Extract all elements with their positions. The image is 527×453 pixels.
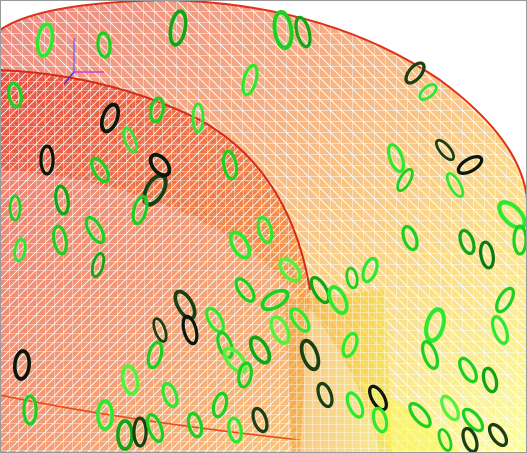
ring-icon: [12, 349, 32, 381]
ring-icon: [7, 81, 23, 109]
ring-icon: [146, 340, 164, 370]
ring-icon: [211, 391, 229, 419]
ring-icon: [186, 411, 204, 439]
ring-icon: [424, 307, 446, 343]
ring-icon: [396, 167, 414, 193]
ring-icon: [278, 257, 302, 283]
ring-icon: [269, 315, 291, 345]
ring-icon: [461, 407, 485, 433]
ring-icon: [149, 96, 165, 124]
ring-icon: [221, 149, 239, 181]
ring-icon: [22, 394, 38, 426]
ring-icon: [316, 381, 334, 409]
ring-icon: [435, 138, 455, 162]
ring-icon: [152, 317, 168, 343]
ring-icon: [294, 15, 312, 49]
ring-icon: [368, 384, 388, 412]
ring-icon: [54, 184, 70, 216]
ring-icon: [35, 22, 55, 58]
ring-icon: [345, 391, 365, 419]
ring-icon: [440, 394, 460, 422]
ring-icon: [458, 356, 478, 384]
ring-icon: [241, 63, 259, 97]
ring-icon: [116, 419, 134, 451]
ring-icon: [437, 428, 453, 452]
ring-icon: [345, 266, 359, 290]
ring-icon: [487, 422, 509, 448]
ring-icon: [260, 288, 290, 312]
ring-icon: [191, 102, 205, 134]
ring-icon: [401, 224, 419, 252]
ring-icon: [458, 228, 476, 256]
ring-icon: [408, 401, 432, 429]
ring-icon: [251, 406, 269, 434]
ring-icon: [234, 277, 256, 303]
ring-icon: [256, 215, 274, 245]
ring-icon: [445, 172, 465, 198]
ring-icon: [371, 406, 389, 434]
ring-icon: [216, 330, 234, 360]
ring-icon: [39, 144, 55, 176]
ring-markers: [7, 9, 527, 453]
ring-icon: [132, 416, 148, 448]
ring-icon: [418, 83, 438, 101]
ring-icon: [227, 416, 243, 444]
ring-icon: [168, 9, 188, 47]
ring-icon: [479, 240, 495, 270]
ring-icon: [404, 61, 426, 85]
ring-icon: [481, 366, 499, 394]
ring-icon: [327, 285, 349, 315]
ring-icon: [420, 340, 440, 370]
ring-icon: [386, 143, 406, 173]
wireframe-front-tube: [0, 69, 311, 453]
ring-icon: [228, 230, 252, 260]
ring-icon: [309, 275, 331, 305]
ring-icon: [289, 307, 311, 333]
ring-icon: [161, 381, 179, 409]
ring-icon: [495, 286, 515, 314]
ring-icon: [51, 224, 69, 256]
ring-icon: [120, 364, 140, 396]
ring-icon: [361, 256, 379, 284]
ring-icon: [237, 361, 253, 389]
ring-icon: [461, 426, 479, 453]
ring-icon: [90, 251, 106, 279]
ring-icon: [8, 194, 22, 222]
ring-icon: [96, 399, 114, 431]
ring-icon: [148, 152, 172, 178]
ring-icon: [299, 338, 321, 372]
ring-icon: [272, 9, 294, 51]
axes-triad-icon: [63, 38, 104, 85]
ring-icon: [341, 331, 359, 359]
ring-icon: [181, 314, 199, 346]
ring-icon: [99, 102, 121, 134]
ring-icon: [248, 335, 272, 365]
ring-icon: [131, 194, 149, 226]
ring-icon: [145, 413, 165, 443]
ring-icon: [490, 315, 510, 345]
ring-icon: [96, 31, 112, 59]
